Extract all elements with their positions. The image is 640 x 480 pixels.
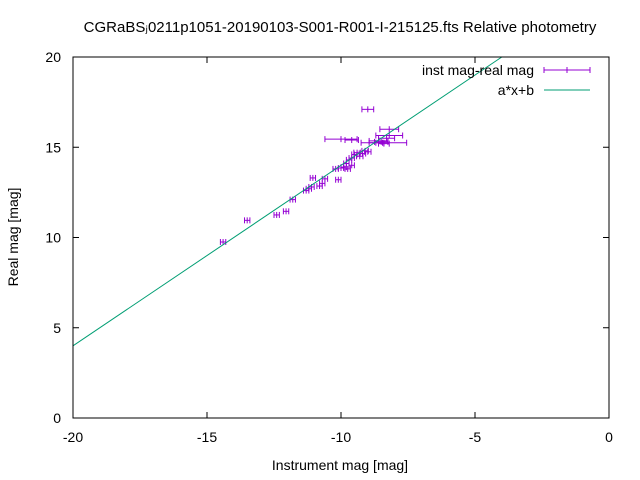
x-tick-label: -20 xyxy=(63,429,83,445)
data-point xyxy=(379,126,400,133)
x-tick-label: -10 xyxy=(331,429,351,445)
chart-title: CGRaBSⱼ0211p1051-20190103-S001-R001-I-21… xyxy=(84,19,597,36)
data-point xyxy=(309,174,317,181)
plot-frame xyxy=(72,56,610,419)
data-point xyxy=(344,137,359,144)
x-tick-label: -15 xyxy=(197,429,217,445)
y-tick-label: 15 xyxy=(45,139,61,155)
data-point xyxy=(364,148,372,155)
legend-label: inst mag-real mag xyxy=(422,62,534,78)
y-tick-label: 5 xyxy=(53,320,61,336)
x-axis-label: Instrument mag [mag] xyxy=(272,457,408,473)
y-tick-label: 20 xyxy=(45,49,61,65)
data-point xyxy=(244,217,251,224)
data-point xyxy=(360,139,408,146)
data-point xyxy=(348,162,355,169)
data-point xyxy=(361,106,375,113)
data-point xyxy=(321,175,329,182)
series-1 xyxy=(72,56,503,347)
data-point xyxy=(282,208,290,215)
data-point xyxy=(219,239,227,246)
y-axis-label: Real mag [mag] xyxy=(5,188,21,287)
data-point xyxy=(375,132,404,139)
legend-label: a*x+b xyxy=(498,82,534,98)
y-tick-label: 0 xyxy=(53,410,61,426)
x-tick-label: 0 xyxy=(605,429,613,445)
data-point xyxy=(335,176,342,183)
fit-line xyxy=(72,56,503,347)
data-point xyxy=(344,165,351,172)
data-point xyxy=(273,211,280,218)
x-tick-label: -5 xyxy=(469,429,482,445)
series-0 xyxy=(219,106,408,246)
y-tick-label: 10 xyxy=(45,230,61,246)
data-point xyxy=(324,136,358,143)
